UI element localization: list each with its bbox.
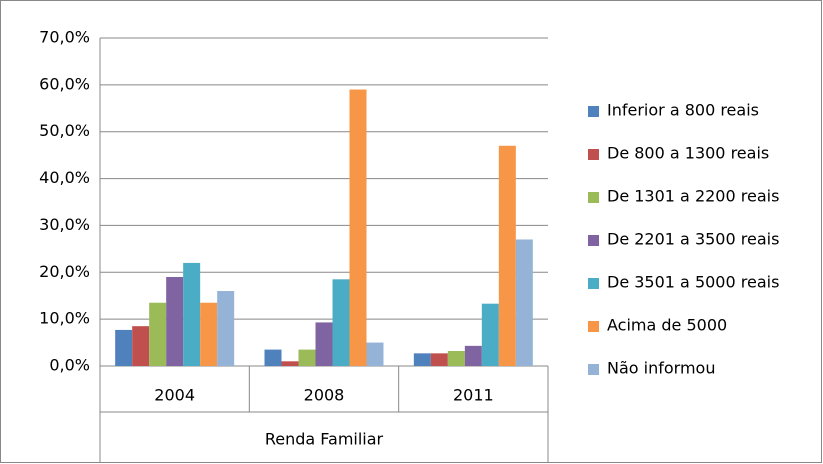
x-tick-label: 2011 bbox=[453, 386, 494, 405]
bar bbox=[132, 326, 150, 366]
y-tick-label: 0,0% bbox=[49, 356, 90, 375]
x-tick-label: 2008 bbox=[304, 386, 345, 405]
bar bbox=[332, 279, 350, 366]
bar bbox=[481, 303, 499, 366]
bar bbox=[217, 291, 235, 366]
x-tick-label: 2004 bbox=[154, 386, 195, 405]
legend-label: Acima de 5000 bbox=[607, 316, 727, 335]
legend-swatch bbox=[588, 106, 599, 117]
bar bbox=[115, 329, 133, 366]
bar bbox=[447, 351, 465, 366]
bar bbox=[413, 353, 431, 366]
y-tick-label: 10,0% bbox=[39, 309, 90, 328]
legend-swatch bbox=[588, 321, 599, 332]
legend-swatch bbox=[588, 149, 599, 160]
legend-label: De 3501 a 5000 reais bbox=[607, 273, 779, 292]
bar bbox=[183, 262, 201, 366]
legend-label: De 800 a 1300 reais bbox=[607, 144, 769, 163]
legend-swatch bbox=[588, 278, 599, 289]
legend-swatch bbox=[588, 192, 599, 203]
y-tick-label: 30,0% bbox=[39, 215, 90, 234]
bar bbox=[281, 361, 299, 366]
bar bbox=[430, 353, 448, 366]
bar bbox=[200, 302, 218, 366]
legend-swatch bbox=[588, 235, 599, 246]
legend-swatch bbox=[588, 364, 599, 375]
y-tick-label: 60,0% bbox=[39, 74, 90, 93]
bar bbox=[298, 349, 316, 366]
bar bbox=[464, 345, 482, 366]
y-tick-label: 70,0% bbox=[39, 28, 90, 47]
bar bbox=[264, 349, 282, 366]
x-axis-label: Renda Familiar bbox=[265, 430, 384, 449]
legend-label: De 2201 a 3500 reais bbox=[607, 230, 779, 249]
bar bbox=[315, 322, 333, 366]
legend-label: De 1301 a 2200 reais bbox=[607, 187, 779, 206]
bar bbox=[498, 145, 516, 366]
bar bbox=[166, 276, 184, 366]
y-tick-label: 40,0% bbox=[39, 168, 90, 187]
legend-label: Inferior a 800 reais bbox=[607, 101, 759, 120]
legend-label: Não informou bbox=[607, 359, 715, 378]
bar bbox=[515, 239, 533, 366]
y-tick-label: 50,0% bbox=[39, 121, 90, 140]
bar bbox=[149, 302, 167, 366]
bar bbox=[366, 342, 384, 366]
bar bbox=[349, 89, 367, 367]
y-tick-label: 20,0% bbox=[39, 262, 90, 281]
